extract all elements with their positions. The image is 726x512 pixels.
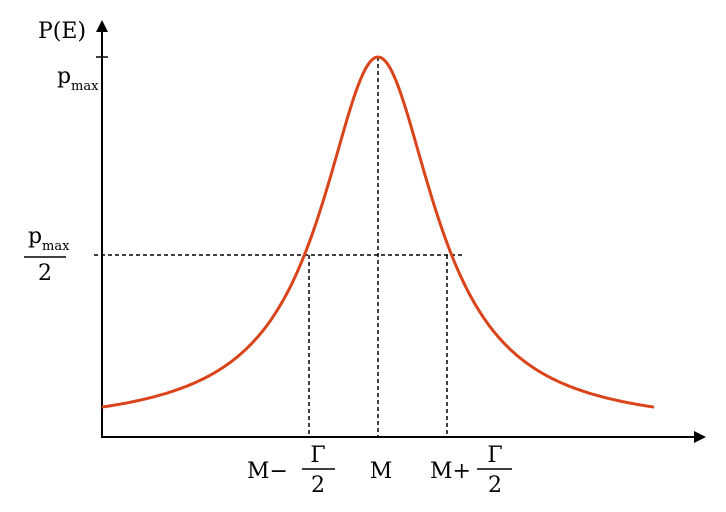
guides — [94, 57, 462, 437]
right-denominator: 2 — [488, 473, 502, 498]
left-numerator: Γ — [310, 443, 325, 468]
left-prefix: M− — [247, 459, 288, 484]
right-numerator: Γ — [487, 443, 502, 468]
lorentzian-curve — [101, 55, 655, 409]
half-denominator: 2 — [38, 261, 52, 286]
half-numerator-subscript: max — [42, 239, 70, 254]
pmax-subscript: max — [71, 79, 99, 94]
left-denominator: 2 — [311, 473, 325, 498]
right-prefix: M+ — [430, 459, 471, 484]
pmax-symbol: p — [57, 64, 71, 89]
center-label: M — [370, 459, 393, 484]
half-numerator-symbol: p — [28, 224, 42, 249]
y-axis-label: P(E) — [38, 19, 86, 44]
